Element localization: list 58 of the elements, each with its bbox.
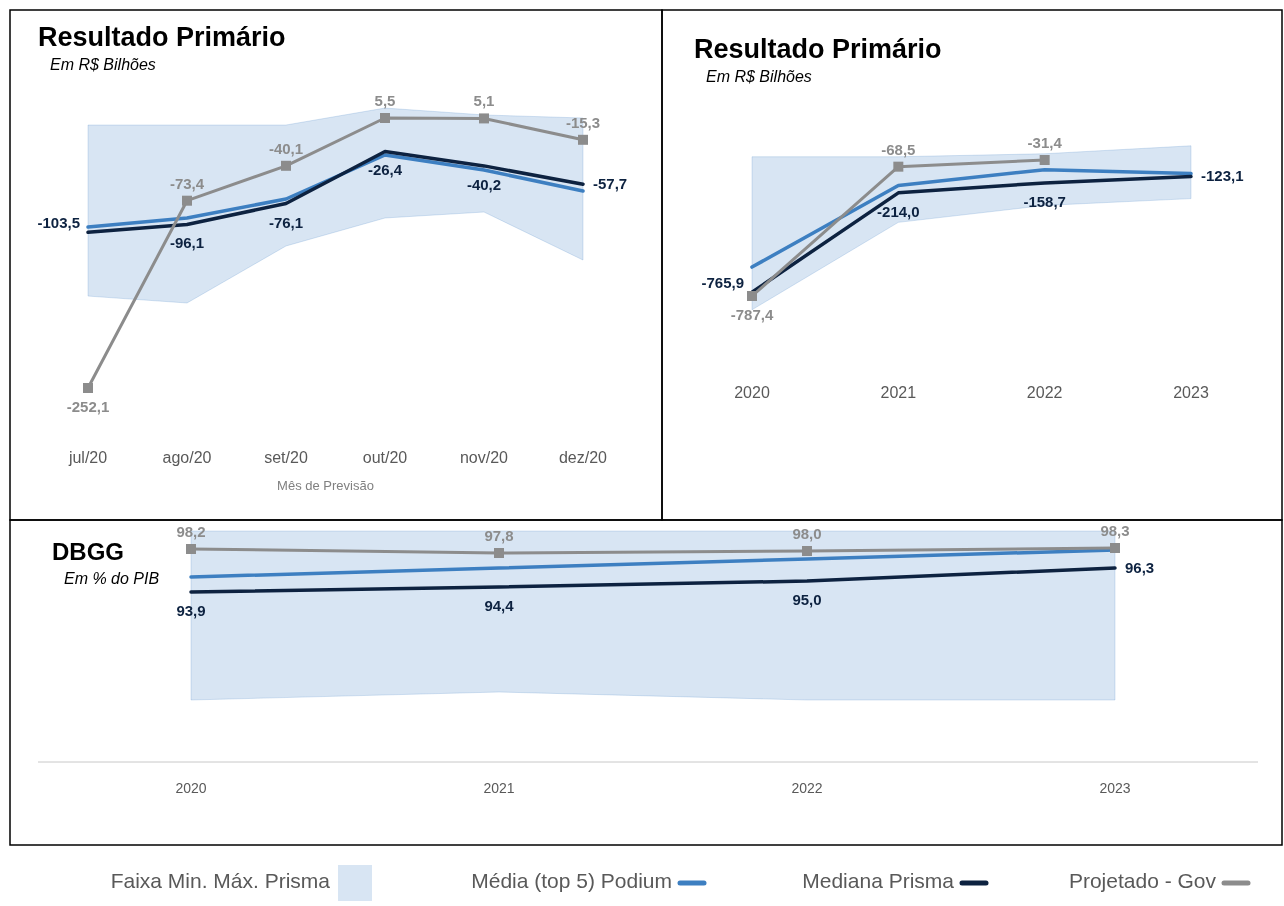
data-label: -765,9	[701, 274, 744, 292]
data-label: -787,4	[730, 306, 774, 323]
data-label: -252,1	[66, 398, 110, 415]
x-tick-label: dez/20	[558, 449, 608, 466]
data-label: 98,2	[176, 523, 206, 540]
data-label: -68,5	[881, 140, 916, 158]
data-label: -214,0	[877, 202, 920, 220]
data-label: 94,4	[484, 597, 515, 614]
point	[281, 160, 291, 171]
data-label: 98,3	[1100, 522, 1130, 539]
data-label: 5,1	[473, 92, 495, 110]
data-label: -31,4	[1027, 134, 1063, 151]
text: Em % do PIB	[64, 570, 160, 587]
x-tick-label: 2023	[1173, 384, 1209, 401]
data-label: -76,1	[268, 213, 304, 231]
point	[182, 195, 192, 206]
chart-subtitle: Em R$ Bilhões	[50, 56, 156, 73]
data-label: 95,0	[792, 591, 822, 608]
chart-subtitle: Em R$ Bilhões	[706, 68, 812, 85]
point	[578, 134, 588, 145]
data-label: -40,2	[466, 175, 502, 193]
point	[380, 113, 390, 123]
data-label: -96,1	[169, 234, 205, 252]
chart-title: Resultado Primário	[694, 34, 942, 64]
x-tick-label: set/20	[264, 449, 308, 466]
text: Faixa Min. Máx. Prisma	[110, 869, 331, 892]
x-tick-label: 2021	[880, 384, 917, 401]
x-tick-label: 2022	[1026, 384, 1063, 401]
x-axis-title: Mês de Previsão	[277, 478, 374, 493]
data-label: 5,5	[374, 92, 396, 109]
data-label: -26,4	[367, 161, 403, 179]
legend-label: Média (top 5) Podium	[471, 869, 672, 892]
x-tick-label: nov/20	[459, 449, 509, 466]
x-tick-label: ago/20	[162, 449, 212, 466]
point	[83, 383, 93, 393]
legend-label: Mediana Prisma	[802, 869, 955, 892]
x-tick-label: 2020	[175, 780, 207, 796]
data-label: -123,1	[1201, 167, 1244, 185]
x-tick-label: jul/20	[67, 449, 108, 466]
data-label: -73,4	[169, 174, 205, 192]
data-label: -158,7	[1023, 192, 1066, 210]
chart-title: Resultado Primário	[38, 22, 286, 52]
x-tick-label: 2022	[791, 780, 823, 796]
point	[479, 113, 489, 124]
data-label: 96,3	[1125, 559, 1155, 576]
data-label: -40,1	[268, 139, 304, 157]
chart-title: DBGG	[52, 538, 124, 565]
x-tick-label: 2021	[483, 780, 515, 796]
x-tick-label: 2020	[734, 384, 770, 401]
data-label: 97,8	[484, 527, 514, 544]
x-tick-label: out/20	[362, 449, 408, 466]
data-label: -103,5	[37, 214, 80, 232]
legend-label: Projetado - Gov	[1068, 869, 1217, 892]
data-label: -15,3	[565, 113, 601, 131]
data-label: 98,0	[792, 525, 822, 542]
data-label: -57,7	[593, 175, 628, 193]
x-tick-label: 2023	[1099, 780, 1131, 796]
data-label: 93,9	[176, 602, 206, 619]
